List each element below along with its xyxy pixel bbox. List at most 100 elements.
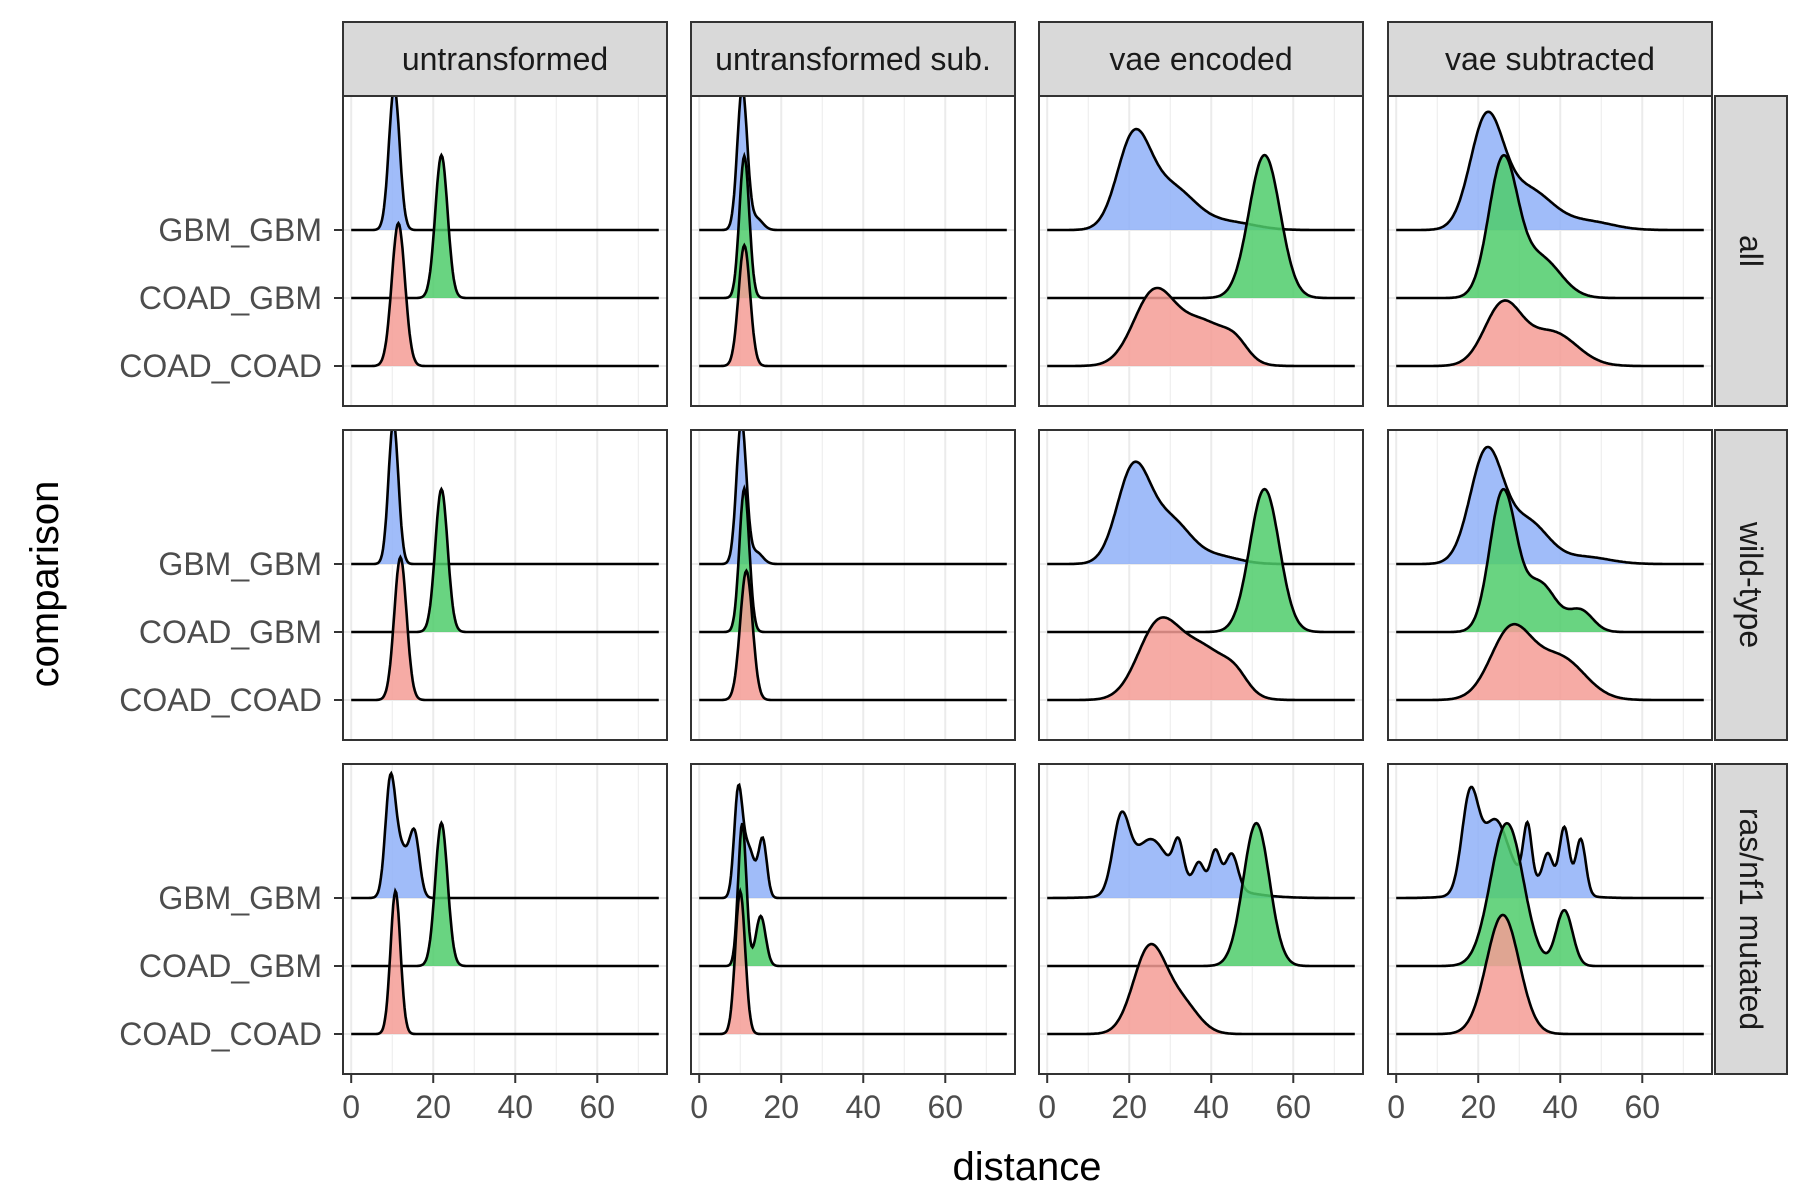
x-tick-label: 60 [1275,1089,1311,1125]
strip-label-vae-encoded: vae encoded [1109,41,1292,77]
y-tick-label-coad-coad: COAD_COAD [119,348,322,384]
density-line-coad-gbm [1047,153,1355,300]
strip-untransformed [342,21,668,97]
density-line-gbm-gbm [699,96,1007,232]
strip-label-untransformed: untransformed [402,41,608,77]
y-tick-label-coad-gbm: COAD_GBM [139,280,322,316]
density-line-gbm-gbm [351,430,659,566]
panel-border [342,763,668,1075]
density-line-coad-gbm [699,484,1007,634]
x-tick-label: 20 [415,1089,451,1125]
y-axis-title: comparison [23,481,67,688]
density-fill-coad-gbm [1047,489,1355,632]
x-axis-title: distance [953,1145,1102,1189]
panel-background [1388,764,1712,1074]
density-line-gbm-gbm [1047,810,1355,900]
panel-border [342,95,668,407]
y-tick-label-coad-coad: COAD_COAD [119,682,322,718]
density-line-gbm-gbm [1396,110,1704,232]
density-line-coad-gbm [1396,153,1704,300]
x-tick-label: 0 [690,1089,708,1125]
panel-border [1038,95,1364,407]
strip-label-ras-nf1-mutated: ras/nf1 mutated [1733,808,1769,1030]
strip-label-untransformed-sub: untransformed sub. [715,41,991,77]
facet-grid: untransformed untransformed sub. vae encod… [119,21,1788,1125]
density-fill-gbm-gbm [1396,787,1704,898]
x-tick-label: 40 [497,1089,533,1125]
panel-densities [1396,445,1704,702]
panel-densities [699,782,1007,1036]
x-tick-label: 40 [1542,1089,1578,1125]
density-line-gbm-gbm [1396,785,1704,900]
density-line-coad-coad [699,568,1007,702]
panel-densities [1047,460,1355,702]
density-line-coad-coad [1047,286,1355,368]
strip-label-all: all [1733,235,1769,267]
y-tick-label-coad-gbm: COAD_GBM [139,614,322,650]
density-line-coad-gbm [699,151,1007,300]
density-line-coad-coad [1396,913,1704,1036]
density-fill-gbm-gbm [1047,461,1355,564]
panel-densities [699,430,1007,702]
panel-densities [1396,110,1704,368]
strip-label-wild-type: wild-type [1733,521,1769,648]
y-tick-label-coad-coad: COAD_COAD [119,1016,322,1052]
density-line-coad-gbm [1396,487,1704,634]
panel-border [690,95,1016,407]
density-line-gbm-gbm [1047,127,1355,232]
panel-border [1387,429,1713,741]
x-tick-label: 20 [1111,1089,1147,1125]
density-fill-coad-coad [1396,624,1704,700]
x-tick-label: 20 [1460,1089,1496,1125]
y-tick-label-gbm-gbm: GBM_GBM [158,880,322,916]
density-line-coad-coad [1047,942,1355,1036]
x-tick-label: 60 [927,1089,963,1125]
density-fill-gbm-gbm [351,773,659,898]
panel-wild-type-vae-encoded [1038,429,1364,741]
panel-densities [351,770,659,1036]
x-tick-label: 40 [1193,1089,1229,1125]
panel-densities [351,96,659,368]
panel-all-untransformed [342,95,668,407]
y-tick-label-gbm-gbm: GBM_GBM [158,546,322,582]
density-line-coad-coad [1396,299,1704,368]
panel-border [690,763,1016,1075]
density-line-gbm-gbm [1396,445,1704,566]
density-line-gbm-gbm [1047,460,1355,566]
panel-densities [351,430,659,702]
density-line-coad-coad [351,887,659,1036]
density-fill-coad-gbm [1396,155,1704,298]
panel-border [690,429,1016,741]
density-fill-coad-gbm [1396,489,1704,632]
panel-ras-nf1-mutated-untransformed-sub [690,763,1016,1075]
strip-vae-encoded [1038,21,1364,97]
x-tick-label: 0 [342,1089,360,1125]
panel-border [1387,95,1713,407]
density-line-coad-coad [351,220,659,368]
density-line-coad-gbm [1047,821,1355,968]
density-line-gbm-gbm [699,430,1007,566]
x-tick-label: 60 [579,1089,615,1125]
panel-wild-type-vae-subtracted [1387,429,1713,741]
panel-densities [1047,810,1355,1036]
strip-ras-nf1-mutated [1714,763,1788,1075]
density-fill-coad-coad [1047,617,1355,700]
density-fill-coad-coad [1047,288,1355,366]
strip-untransformed-sub [690,21,1016,97]
panel-all-vae-subtracted [1387,95,1713,407]
density-fill-gbm-gbm [1047,129,1355,230]
density-line-coad-gbm [1396,821,1704,968]
panel-border [1387,763,1713,1075]
panel-densities [1047,127,1355,368]
x-tick-label: 60 [1624,1089,1660,1125]
density-line-coad-gbm [699,822,1007,968]
density-line-coad-coad [699,242,1007,368]
density-fill-gbm-gbm [1047,811,1355,898]
density-line-gbm-gbm [699,782,1007,900]
strip-wild-type [1714,429,1788,741]
panel-border [1038,429,1364,741]
density-line-gbm-gbm [351,96,659,232]
strip-all [1714,95,1788,407]
panel-all-vae-encoded [1038,95,1364,407]
